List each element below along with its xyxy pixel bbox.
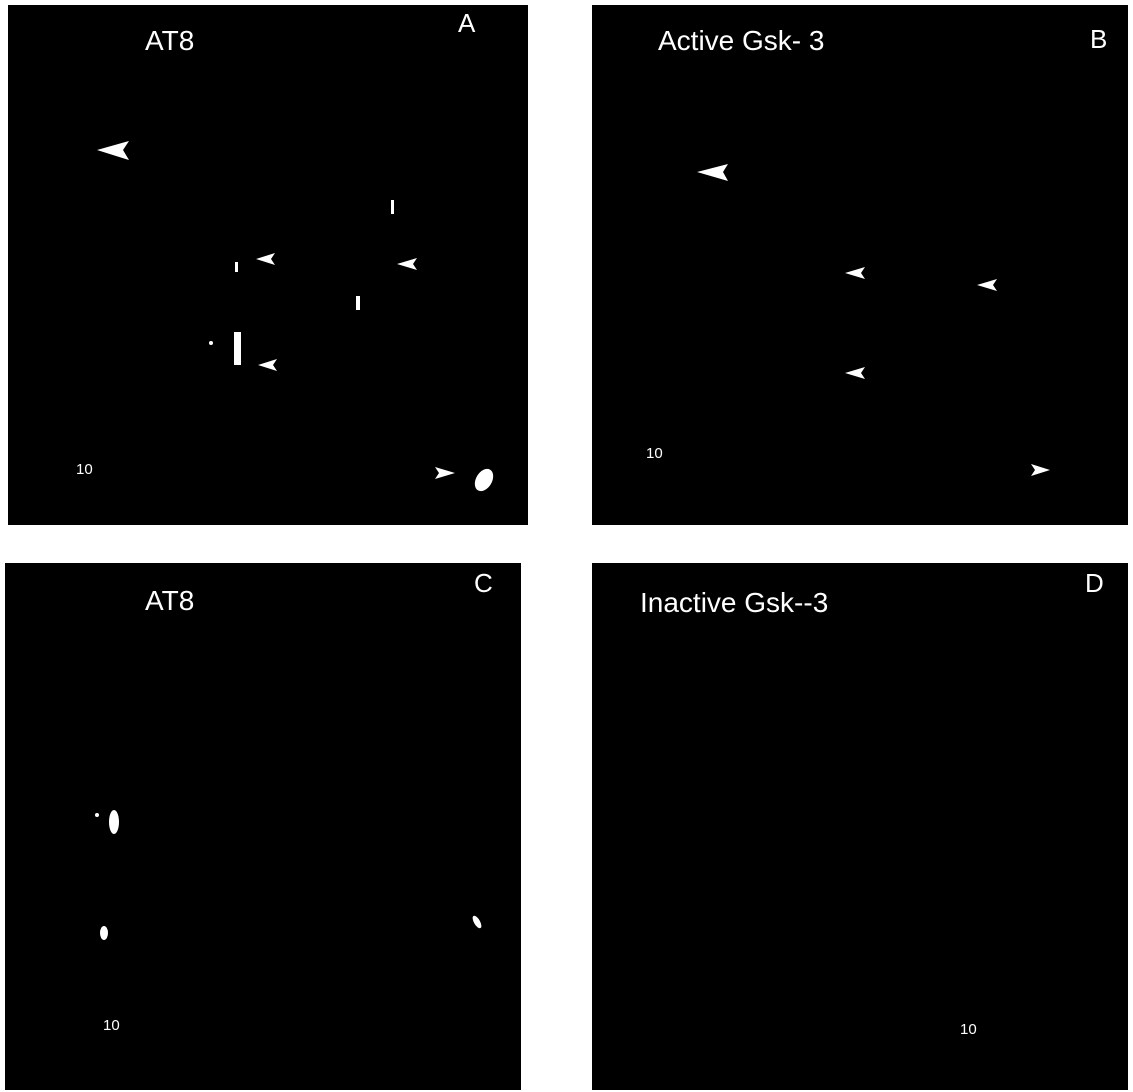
panel-title: Active Gsk- 3 <box>658 25 824 56</box>
panel-letter: C <box>474 568 493 598</box>
cell <box>234 332 241 365</box>
panel-c: AT8 C 10 <box>5 563 521 1090</box>
cell <box>100 926 108 940</box>
panel-letter: A <box>458 8 476 38</box>
panel-b: Active Gsk- 3 B 10 <box>592 5 1128 525</box>
scale-label: 10 <box>960 1021 977 1038</box>
panel-d: Inactive Gsk--3 D 10 <box>592 563 1128 1090</box>
cell <box>209 341 213 345</box>
panel-letter: D <box>1085 568 1104 598</box>
scale-label: 10 <box>76 461 93 478</box>
figure: AT8 A 10 Active Gsk- 3 B 10 AT8 C 10 <box>0 0 1133 1092</box>
panel-background <box>5 563 521 1090</box>
cell <box>356 296 360 310</box>
panel-background <box>592 5 1128 525</box>
panel-title: AT8 <box>145 585 194 616</box>
cell <box>109 810 119 834</box>
panel-title: AT8 <box>145 25 194 56</box>
cell <box>235 262 238 272</box>
scale-label: 10 <box>103 1017 120 1034</box>
scale-label: 10 <box>646 445 663 462</box>
panel-background <box>8 5 528 525</box>
cell <box>95 813 99 817</box>
panel-background <box>592 563 1128 1090</box>
panel-title: Inactive Gsk--3 <box>640 587 828 618</box>
cell <box>391 200 394 214</box>
panel-letter: B <box>1090 24 1107 54</box>
panel-a: AT8 A 10 <box>8 5 528 525</box>
